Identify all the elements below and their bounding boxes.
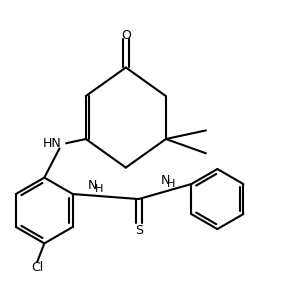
Text: O: O <box>121 29 131 42</box>
Text: N: N <box>88 179 97 192</box>
Text: S: S <box>135 224 143 237</box>
Text: HN: HN <box>43 137 62 150</box>
Text: Cl: Cl <box>31 261 43 274</box>
Text: N: N <box>161 174 170 187</box>
Text: H: H <box>166 179 175 190</box>
Text: H: H <box>94 184 103 194</box>
